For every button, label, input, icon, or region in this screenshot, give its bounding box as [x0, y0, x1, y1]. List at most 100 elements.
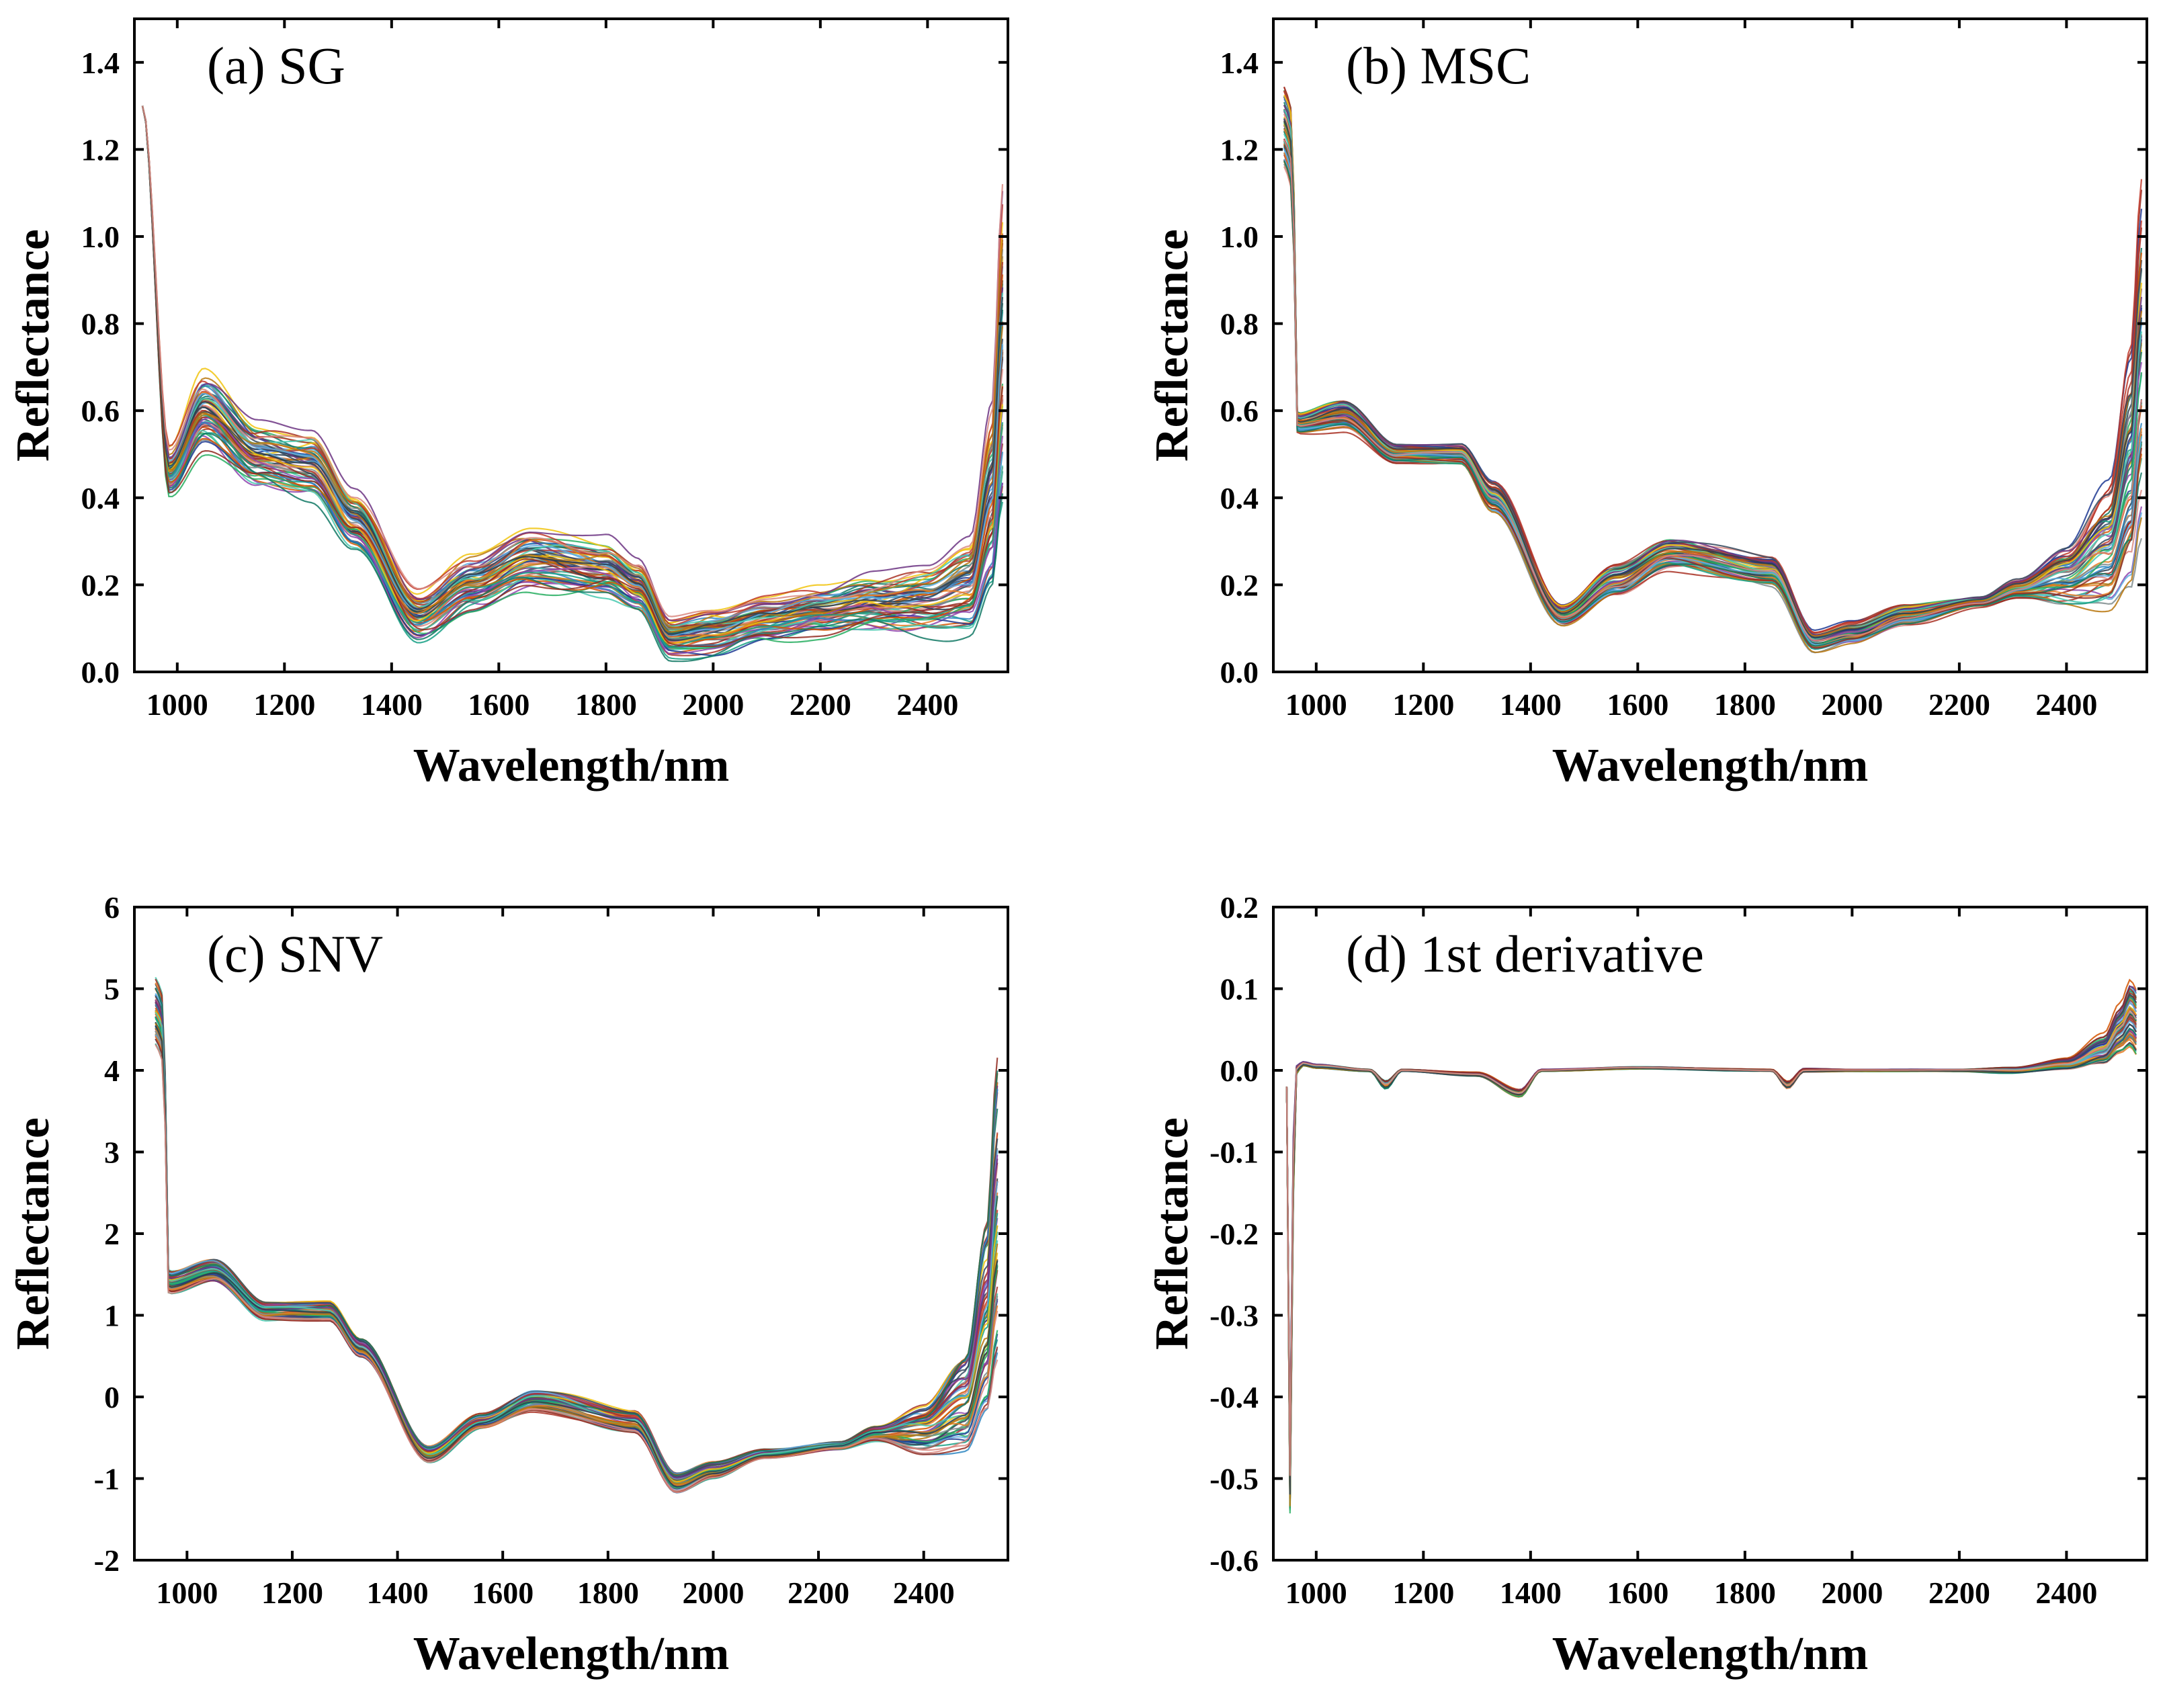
spectrum-line [1285, 1032, 2137, 1498]
spectrum-line [1285, 1013, 2137, 1476]
x-tick-label: 1800 [577, 1576, 639, 1610]
panel-c: 1000 1200 1400 1600 1800 2000 2200 2400 -2 -1 0 1 2 3… [7, 890, 1009, 1680]
y-tick-label: 1.2 [1220, 132, 1259, 167]
spectrum-line [141, 105, 1004, 629]
spectrum-line [1283, 159, 2143, 650]
y-tick-label: -0.4 [1210, 1380, 1259, 1414]
x-tick-label: 2000 [1821, 687, 1883, 722]
x-tick-label: 1200 [1392, 687, 1454, 722]
spectrum-line [141, 105, 1004, 655]
spectrum-line [1285, 1033, 2137, 1506]
panel-title: (b) MSC [1346, 36, 1531, 95]
spectrum-line [1283, 161, 2143, 653]
x-tick-label: 1000 [156, 1576, 218, 1610]
y-tick-label: 0 [104, 1380, 120, 1414]
spectrum-line [141, 105, 1004, 641]
spectrum-line [141, 105, 1004, 636]
spectrum-line [155, 1044, 999, 1494]
spectra-group [1285, 978, 2137, 1514]
spectrum-line [141, 105, 1004, 636]
spectrum-line [1285, 1008, 2137, 1486]
y-tick-label: 0.0 [1220, 1054, 1259, 1088]
x-tick-label: 2400 [2035, 687, 2097, 722]
x-tick-label: 1200 [261, 1576, 323, 1610]
spectrum-line [1283, 139, 2143, 642]
spectrum-line [1283, 133, 2143, 649]
x-tick-label: 1400 [1500, 687, 1562, 722]
spectrum-line [141, 105, 1004, 663]
y-tick-label: -0.3 [1210, 1299, 1259, 1333]
x-tick-label: 2200 [788, 1576, 849, 1610]
spectra-group [1283, 86, 2143, 654]
spectrum-line [1285, 1027, 2137, 1499]
x-tick-label: 2000 [682, 687, 744, 722]
spectrum-line [141, 105, 1004, 642]
spectrum-line [155, 1023, 999, 1485]
y-tick-label: 0.0 [81, 655, 120, 689]
spectrum-line [141, 105, 1004, 636]
x-tick-label: 1600 [1607, 687, 1668, 722]
x-tick-label: 1200 [253, 687, 315, 722]
y-tick-label: 0.4 [1220, 481, 1259, 515]
panel-a: 1000 1200 1400 1600 1800 2000 2200 2400 0.0 0.2 0.… [7, 17, 1009, 792]
spectrum-line [1285, 1043, 2137, 1510]
panel-title: (c) SNV [207, 925, 383, 983]
y-tick-label: 3 [104, 1136, 120, 1170]
spectrum-line [141, 105, 1004, 627]
spectrum-line [1285, 987, 2137, 1473]
spectrum-line [1285, 1019, 2137, 1490]
x-axis-label: Wavelength/nm [413, 740, 730, 792]
y-tick-label: 5 [104, 972, 120, 1007]
spectrum-line [141, 105, 1004, 650]
plot-frame [1272, 17, 2148, 673]
y-tick-label: 6 [104, 890, 120, 925]
y-tick-label: -1 [94, 1462, 120, 1496]
spectrum-line [141, 105, 1004, 636]
spectrum-line [1285, 989, 2137, 1463]
spectrum-line [1285, 1008, 2137, 1470]
spectrum-line [1283, 121, 2143, 637]
spectrum-line [1285, 1041, 2137, 1508]
y-tick-label: 0.0 [1220, 655, 1259, 689]
y-axis-label: Reflectance [7, 229, 59, 462]
x-tick-label: 1600 [472, 1576, 534, 1610]
spectrum-line [1285, 1029, 2137, 1497]
x-tick-label: 1400 [361, 687, 423, 722]
x-tick-label: 1800 [1714, 687, 1776, 722]
y-tick-label: 0.2 [1220, 890, 1259, 925]
spectrum-line [1285, 993, 2137, 1476]
spectrum-line [1285, 1029, 2137, 1496]
spectrum-line [1285, 1029, 2137, 1503]
spectrum-line [1285, 1011, 2137, 1487]
spectrum-line [1285, 992, 2137, 1464]
spectrum-line [1285, 1029, 2137, 1489]
y-tick-label: 0.4 [81, 481, 120, 515]
spectrum-line [1285, 1023, 2137, 1493]
spectrum-line [141, 105, 1004, 617]
spectrum-line [1285, 1045, 2137, 1506]
spectrum-line [1285, 978, 2137, 1472]
spectrum-line [141, 105, 1004, 637]
spectrum-line [155, 1034, 999, 1490]
spectrum-line [1285, 1013, 2137, 1486]
x-tick-label: 1800 [575, 687, 637, 722]
spectrum-line [1283, 104, 2143, 640]
y-tick-label: 0.8 [1220, 307, 1259, 341]
spectrum-line [1285, 1001, 2137, 1481]
y-axis-label: Reflectance [7, 1117, 59, 1350]
x-axis-label: Wavelength/nm [1552, 740, 1869, 792]
spectrum-line [155, 1038, 999, 1493]
spectrum-line [1285, 1023, 2137, 1491]
x-tick-label: 1600 [468, 687, 529, 722]
y-tick-label: 0.6 [1220, 394, 1259, 428]
plot-frame [133, 906, 1009, 1562]
spectrum-line [1283, 128, 2143, 648]
spectrum-line [1285, 1023, 2137, 1495]
spectrum-line [1285, 1016, 2137, 1482]
y-tick-label: -0.2 [1210, 1217, 1259, 1251]
spectrum-line [1285, 1028, 2137, 1505]
spectrum-line [141, 105, 1004, 636]
spectrum-line [1283, 122, 2143, 646]
spectrum-line [141, 105, 1004, 622]
